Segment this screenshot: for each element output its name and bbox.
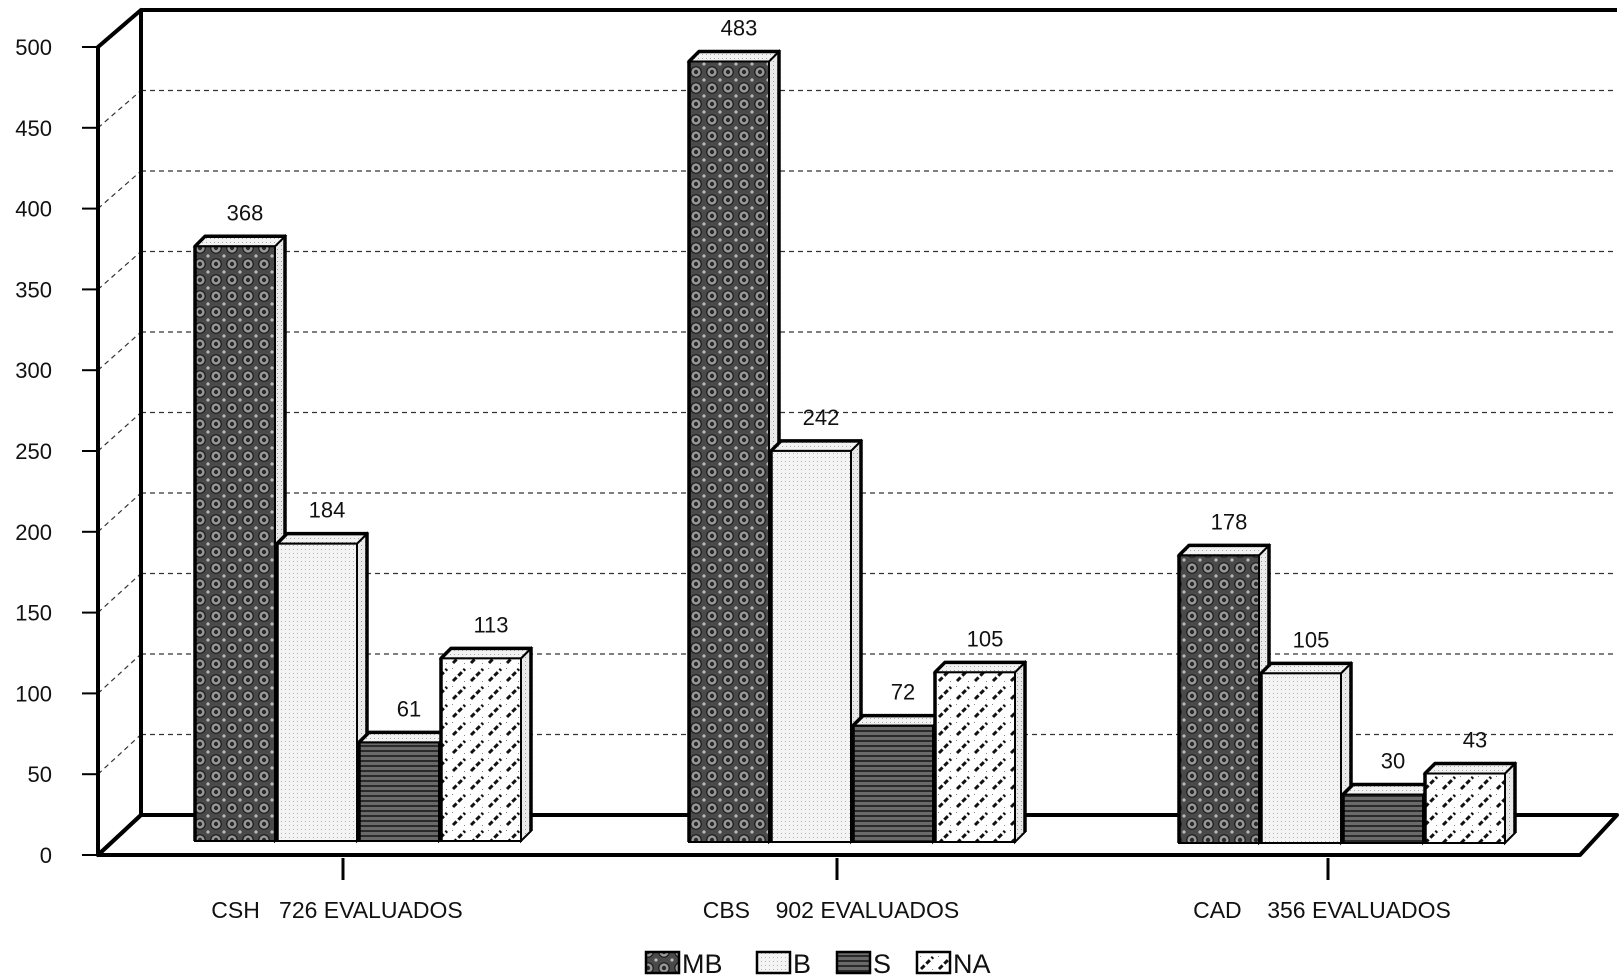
- y-tick-label-450: 450: [15, 116, 52, 141]
- bar-outline-NA-0: [439, 646, 533, 841]
- bar-outline-MB-1: [687, 49, 781, 842]
- legend-label-B: B: [793, 949, 811, 979]
- data-label-B-2: 105: [1293, 627, 1330, 652]
- y-tick-label-500: 500: [15, 35, 52, 60]
- x-axis-categories: CSH 726 EVALUADOS CBS 902 EVALUADOS CAD 35…: [211, 858, 1451, 923]
- legend: MB B S NA: [644, 949, 991, 979]
- bar-NA-1: [932, 659, 1028, 845]
- bar-MB-2: [1176, 542, 1272, 846]
- bar-NA-2: [1422, 761, 1518, 846]
- legend-swatch-B: [755, 950, 792, 975]
- legend-swatch-MB: [644, 950, 681, 975]
- floor: [96, 813, 1619, 857]
- legend-swatch-S: [835, 950, 872, 975]
- legend-label-NA: NA: [953, 949, 991, 979]
- bar-outline-B-1: [769, 439, 863, 842]
- data-label-MB-0: 368: [227, 200, 264, 225]
- legend-item-MB: MB: [644, 949, 723, 979]
- bar-front-NA-0: [440, 657, 522, 843]
- grid-diagonal-350: [97, 251, 142, 290]
- grid-diagonal-150: [97, 573, 142, 614]
- bar-outline-MB-2: [1177, 543, 1271, 843]
- bar-S-0: [356, 730, 452, 844]
- bar-front-S-0: [358, 741, 440, 843]
- data-label-S-2: 30: [1381, 749, 1405, 774]
- category-label-2: CAD 356 EVALUADOS: [1193, 897, 1451, 923]
- data-label-MB-2: 178: [1211, 509, 1248, 534]
- bar-front-MB-0: [194, 245, 276, 842]
- bar-front-NA-2: [1424, 772, 1506, 845]
- data-label-B-1: 242: [803, 405, 840, 430]
- y-tick-label-250: 250: [15, 439, 52, 464]
- bar-MB-0: [192, 233, 288, 844]
- grid-diagonal-450: [97, 90, 142, 129]
- grid-diagonal-400: [97, 170, 142, 210]
- bar-front-B-2: [1260, 672, 1342, 844]
- y-axis-ticks: 0 50 100 150 200 250 300 350 400 450 500: [15, 35, 98, 868]
- data-label-NA-2: 43: [1463, 728, 1487, 753]
- bar-outline-NA-2: [1423, 761, 1517, 843]
- category-label-1: CBS 902 EVALUADOS: [703, 897, 960, 923]
- bar-outline-B-2: [1259, 661, 1353, 843]
- bar-front-B-0: [276, 542, 358, 842]
- bar-front-S-2: [1342, 793, 1424, 845]
- data-label-B-0: 184: [309, 498, 346, 523]
- legend-item-B: B: [755, 949, 811, 979]
- bar-front-S-1: [852, 724, 934, 844]
- grid-diagonal-100: [97, 653, 142, 694]
- grid-diagonal-300: [97, 331, 142, 371]
- y-tick-label-400: 400: [15, 197, 52, 222]
- bar-MB-1: [686, 49, 782, 845]
- bar-B-0: [274, 531, 370, 844]
- grid-lines: [97, 9, 1617, 775]
- data-label-NA-1: 105: [967, 626, 1004, 651]
- data-label-S-0: 61: [397, 696, 421, 721]
- y-tick-label-350: 350: [15, 277, 52, 302]
- y-tick-label-50: 50: [28, 762, 52, 787]
- bar-B-1: [768, 438, 864, 845]
- grid-diagonal-50: [97, 734, 142, 775]
- y-tick-label-200: 200: [15, 520, 52, 545]
- chart-frame: [96, 8, 1619, 857]
- data-label-NA-0: 113: [473, 612, 508, 637]
- y-tick-label-100: 100: [15, 681, 52, 706]
- bar-outline-B-0: [275, 531, 369, 841]
- legend-swatch-NA: [915, 950, 952, 975]
- grid-diagonal-200: [97, 492, 142, 533]
- y-tick-label-150: 150: [15, 601, 52, 626]
- data-label-MB-1: 483: [721, 15, 758, 40]
- bar-B-2: [1258, 660, 1354, 846]
- legend-label-MB: MB: [682, 949, 723, 979]
- bar-S-2: [1340, 782, 1436, 846]
- data-label-S-1: 72: [891, 680, 915, 705]
- bar-S-1: [850, 713, 946, 845]
- grid-diagonal-250: [97, 412, 142, 452]
- bar-front-MB-2: [1178, 554, 1260, 844]
- bar-front-MB-1: [688, 60, 770, 844]
- bar-front-B-1: [770, 449, 852, 843]
- category-label-0: CSH 726 EVALUADOS: [211, 897, 462, 923]
- bar-NA-0: [438, 645, 534, 844]
- bar-outline-NA-1: [933, 660, 1027, 842]
- bar-outline-MB-0: [193, 234, 287, 841]
- bars: 368 184 61 113 483 242 72 105 178 105 30 43: [192, 15, 1518, 846]
- y-tick-label-0: 0: [40, 843, 52, 868]
- legend-item-NA: NA: [915, 949, 991, 979]
- legend-label-S: S: [873, 949, 891, 979]
- bar-front-NA-1: [934, 671, 1016, 843]
- y-tick-label-300: 300: [15, 358, 52, 383]
- legend-item-S: S: [835, 949, 891, 979]
